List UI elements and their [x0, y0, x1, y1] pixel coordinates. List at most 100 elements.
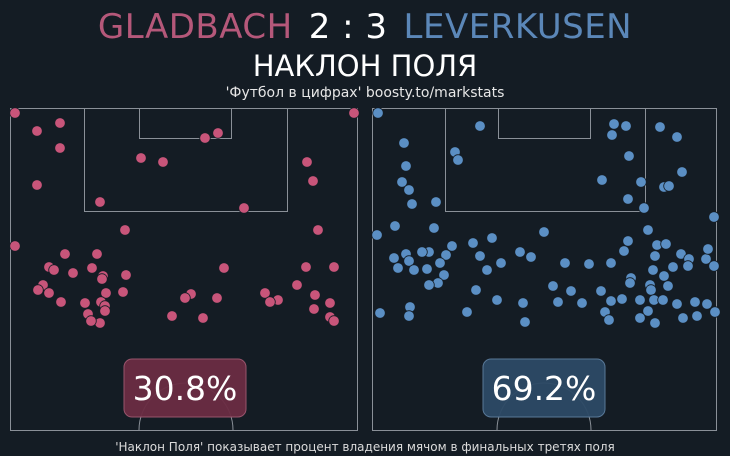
away-point — [624, 277, 636, 289]
away-point — [671, 298, 683, 310]
away-value-label: 69.2% — [492, 369, 597, 408]
home-value-box-bg — [123, 358, 247, 418]
away-team-name: LEVERKUSEN — [403, 7, 633, 47]
home-point — [135, 152, 147, 164]
home-point — [119, 224, 131, 236]
away-point — [392, 262, 404, 274]
home-point — [31, 125, 43, 137]
away-point — [434, 257, 446, 269]
away-point — [486, 232, 498, 244]
away-point — [689, 296, 701, 308]
home-value-box: 30.8% — [123, 358, 247, 418]
home-point — [211, 292, 223, 304]
home-point — [85, 315, 97, 327]
away-point — [618, 245, 630, 257]
away-point — [608, 118, 620, 130]
away-point — [474, 120, 486, 132]
home-point — [238, 202, 250, 214]
away-point — [374, 307, 386, 319]
away-point — [470, 284, 482, 296]
away-point — [660, 238, 672, 250]
home-value-label: 30.8% — [133, 369, 238, 408]
home-point — [218, 262, 230, 274]
away-point — [403, 310, 415, 322]
away-point — [446, 240, 458, 252]
away-point — [372, 107, 384, 119]
away-point — [403, 184, 415, 196]
home-point — [86, 262, 98, 274]
away-point — [421, 263, 433, 275]
chart-subtitle: 'Футбол в цифрах' boosty.to/markstats — [225, 85, 505, 101]
away-point — [649, 317, 661, 329]
away-point — [649, 250, 661, 262]
home-point — [79, 297, 91, 309]
home-point — [9, 107, 21, 119]
away-point — [635, 176, 647, 188]
away-point — [645, 284, 657, 296]
away-point — [708, 211, 720, 223]
home-point — [197, 312, 209, 324]
home-point — [157, 156, 169, 168]
away-point — [642, 305, 654, 317]
away-point — [677, 312, 689, 324]
chart-title: НАКЛОН ПОЛЯ — [252, 49, 478, 83]
footnote: 'Наклон Поля' показывает процент владени… — [115, 440, 615, 454]
away-point — [396, 176, 408, 188]
away-point — [428, 222, 440, 234]
home-point — [179, 292, 191, 304]
away-point — [691, 310, 703, 322]
away-point — [481, 264, 493, 276]
away-point — [403, 255, 415, 267]
home-point — [328, 261, 340, 273]
home-point — [120, 269, 132, 281]
away-point — [616, 293, 628, 305]
away-point — [708, 260, 720, 272]
away-point — [547, 280, 559, 292]
away-point — [406, 198, 418, 210]
away-point — [583, 258, 595, 270]
home-points — [9, 107, 360, 329]
home-point — [307, 175, 319, 187]
away-point — [388, 252, 400, 264]
home-point — [48, 264, 60, 276]
home-point — [9, 240, 21, 252]
header: GLADBACH 2 : 3 LEVERKUSEN НАКЛОН ПОЛЯ 'Фут… — [0, 0, 730, 106]
away-point — [538, 226, 550, 238]
home-point — [43, 287, 55, 299]
home-point — [59, 248, 71, 260]
away-point — [552, 296, 564, 308]
away-point — [709, 306, 721, 318]
home-point — [259, 287, 271, 299]
away-point — [461, 306, 473, 318]
home-point — [117, 286, 129, 298]
away-point — [603, 314, 615, 326]
home-point — [32, 284, 44, 296]
home-point — [31, 179, 43, 191]
away-point — [398, 137, 410, 149]
away-value-box-bg — [482, 358, 606, 418]
away-point — [702, 243, 714, 255]
home-penalty-box — [84, 108, 288, 212]
away-points — [371, 107, 721, 329]
home-point — [91, 248, 103, 260]
home-six-yard-box — [139, 108, 232, 139]
away-point — [605, 257, 617, 269]
home-point — [212, 127, 224, 139]
home-point — [264, 296, 276, 308]
away-point — [676, 166, 688, 178]
away-point — [495, 257, 507, 269]
away-point — [623, 150, 635, 162]
away-point — [438, 269, 450, 281]
home-point — [300, 261, 312, 273]
home-point — [54, 117, 66, 129]
away-point — [416, 246, 428, 258]
away-point — [371, 229, 383, 241]
away-point — [595, 285, 607, 297]
away-point — [514, 246, 526, 258]
away-point — [559, 257, 571, 269]
home-point — [324, 297, 336, 309]
away-point — [565, 285, 577, 297]
match-score: 2 : 3 — [308, 7, 388, 47]
away-point — [658, 270, 670, 282]
